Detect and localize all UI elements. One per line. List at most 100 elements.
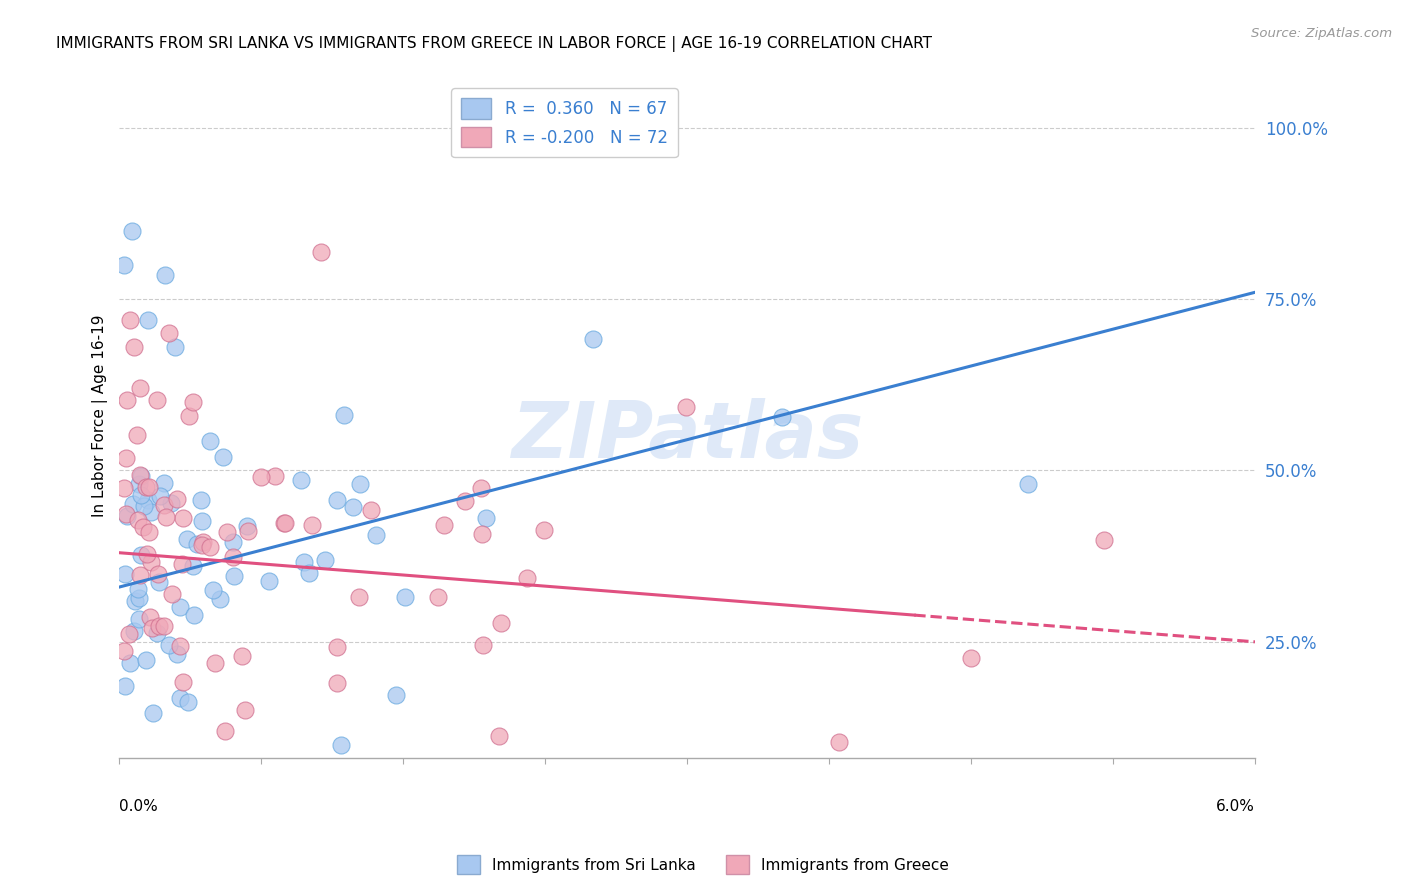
Point bbox=[160, 496, 183, 510]
Point bbox=[470, 481, 492, 495]
Point bbox=[221, 549, 243, 564]
Point bbox=[1017, 477, 1039, 491]
Point bbox=[236, 524, 259, 538]
Legend: R =  0.360   N = 67, R = -0.200   N = 72: R = 0.360 N = 67, R = -0.200 N = 72 bbox=[451, 88, 678, 157]
Point bbox=[112, 481, 135, 495]
Point bbox=[125, 427, 148, 442]
Point bbox=[533, 523, 555, 537]
Point bbox=[149, 489, 172, 503]
Point bbox=[169, 690, 191, 705]
Point bbox=[114, 679, 136, 693]
Point bbox=[172, 511, 194, 525]
Point bbox=[198, 434, 221, 449]
Point bbox=[960, 651, 983, 665]
Point bbox=[138, 480, 160, 494]
Point bbox=[471, 527, 494, 541]
Point bbox=[453, 494, 475, 508]
Legend: Immigrants from Sri Lanka, Immigrants from Greece: Immigrants from Sri Lanka, Immigrants fr… bbox=[451, 849, 955, 880]
Text: Source: ZipAtlas.com: Source: ZipAtlas.com bbox=[1251, 27, 1392, 40]
Point bbox=[157, 638, 180, 652]
Point bbox=[128, 476, 150, 491]
Point bbox=[159, 326, 181, 340]
Point bbox=[181, 559, 204, 574]
Point bbox=[153, 619, 176, 633]
Point bbox=[112, 644, 135, 658]
Point bbox=[488, 729, 510, 743]
Point bbox=[169, 599, 191, 614]
Point bbox=[115, 508, 138, 522]
Point bbox=[138, 525, 160, 540]
Point bbox=[129, 548, 152, 562]
Point bbox=[172, 675, 194, 690]
Point bbox=[127, 582, 149, 596]
Point bbox=[176, 533, 198, 547]
Point bbox=[675, 400, 697, 414]
Point bbox=[128, 611, 150, 625]
Point bbox=[385, 689, 408, 703]
Point bbox=[366, 528, 388, 542]
Point bbox=[142, 706, 165, 720]
Point bbox=[827, 735, 849, 749]
Point bbox=[489, 615, 512, 630]
Point bbox=[115, 450, 138, 465]
Point bbox=[166, 491, 188, 506]
Point bbox=[249, 470, 271, 484]
Point bbox=[274, 516, 297, 531]
Point bbox=[191, 514, 214, 528]
Point bbox=[263, 468, 285, 483]
Point bbox=[129, 488, 152, 502]
Point bbox=[124, 594, 146, 608]
Point bbox=[163, 340, 186, 354]
Point bbox=[198, 540, 221, 554]
Point bbox=[128, 591, 150, 605]
Text: IMMIGRANTS FROM SRI LANKA VS IMMIGRANTS FROM GREECE IN LABOR FORCE | AGE 16-19 C: IMMIGRANTS FROM SRI LANKA VS IMMIGRANTS … bbox=[56, 36, 932, 52]
Point bbox=[122, 497, 145, 511]
Point bbox=[135, 653, 157, 667]
Point bbox=[233, 703, 256, 717]
Point bbox=[129, 381, 152, 395]
Point bbox=[132, 519, 155, 533]
Point bbox=[181, 395, 204, 409]
Point bbox=[292, 555, 315, 569]
Point bbox=[186, 537, 208, 551]
Point bbox=[114, 566, 136, 581]
Point bbox=[153, 268, 176, 282]
Point bbox=[117, 508, 139, 523]
Point bbox=[177, 409, 200, 423]
Point bbox=[141, 622, 163, 636]
Point bbox=[190, 492, 212, 507]
Point bbox=[516, 571, 538, 585]
Point bbox=[325, 492, 347, 507]
Point bbox=[212, 450, 235, 464]
Point bbox=[394, 590, 416, 604]
Point bbox=[135, 480, 157, 494]
Point bbox=[342, 500, 364, 515]
Point bbox=[433, 517, 456, 532]
Point bbox=[131, 469, 153, 483]
Point bbox=[145, 626, 167, 640]
Point bbox=[148, 575, 170, 590]
Point bbox=[139, 555, 162, 569]
Point bbox=[190, 538, 212, 552]
Point bbox=[169, 639, 191, 653]
Point bbox=[214, 723, 236, 738]
Point bbox=[332, 409, 354, 423]
Point bbox=[160, 586, 183, 600]
Point bbox=[118, 626, 141, 640]
Point bbox=[115, 392, 138, 407]
Point bbox=[136, 492, 159, 507]
Point bbox=[152, 475, 174, 490]
Point bbox=[314, 552, 336, 566]
Point bbox=[236, 519, 259, 533]
Point bbox=[121, 224, 143, 238]
Point bbox=[139, 505, 162, 519]
Point bbox=[129, 567, 152, 582]
Point bbox=[471, 638, 494, 652]
Point bbox=[191, 534, 214, 549]
Point bbox=[122, 340, 145, 354]
Point bbox=[581, 332, 603, 346]
Point bbox=[170, 557, 193, 571]
Point bbox=[177, 695, 200, 709]
Point bbox=[138, 312, 160, 326]
Point bbox=[326, 640, 349, 654]
